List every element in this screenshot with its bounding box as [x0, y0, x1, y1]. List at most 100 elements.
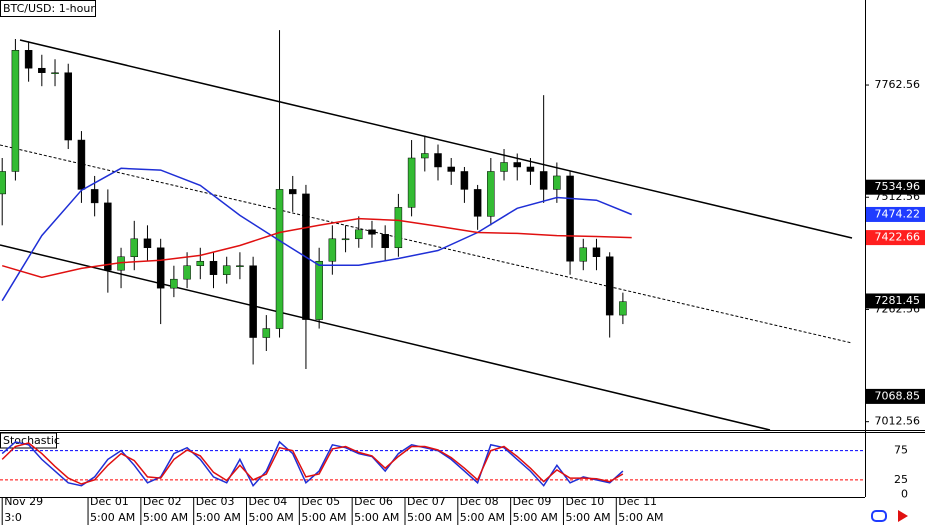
- x-tick-label: Dec 04: [249, 495, 288, 508]
- candle-body: [579, 247, 588, 262]
- x-sublabel: 5:00 AM: [565, 511, 610, 524]
- indicator-title: Stochastic: [3, 434, 60, 447]
- x-tick-label: Dec 07: [407, 495, 446, 508]
- x-tick-label: Dec 02: [143, 495, 182, 508]
- candle-body: [434, 153, 442, 168]
- candle-body: [355, 229, 363, 240]
- candle-body: [539, 171, 548, 190]
- price-tag-label: 7422.66: [875, 231, 921, 244]
- x-sublabel: 5:00 AM: [90, 511, 135, 524]
- candle-body: [236, 265, 244, 267]
- stoch-line: [1, 442, 624, 485]
- x-tick-label: Dec 09: [513, 495, 552, 508]
- x-tick-label: Dec 03: [196, 495, 235, 508]
- candle-body: [262, 328, 271, 338]
- indicator-label-box: [0, 432, 57, 449]
- stoch-tick-label: 75: [894, 444, 908, 457]
- price-tag: [866, 179, 925, 195]
- x-sublabel: 5:00 AM: [407, 511, 452, 524]
- candle-body: [11, 50, 20, 172]
- candle-body: [407, 157, 416, 208]
- x-tick-label: Dec 10: [565, 495, 604, 508]
- stoch-line: [1, 440, 624, 488]
- candle-body: [196, 260, 205, 266]
- candle-body: [64, 72, 72, 141]
- candle-body: [566, 175, 574, 262]
- channel-lower: [0, 244, 771, 431]
- x-tick-label: Dec 06: [354, 495, 393, 508]
- candle-body: [328, 238, 337, 262]
- candle-body: [460, 171, 469, 190]
- candle-body: [605, 256, 614, 316]
- candle-body: [447, 166, 455, 172]
- candle-body: [249, 265, 257, 338]
- x-sublabel: 5:00 AM: [354, 511, 399, 524]
- price-tag-label: 7474.22: [875, 207, 921, 220]
- y-tick-label: 7762.56: [875, 78, 921, 91]
- x-tick-label: Dec 11: [618, 495, 657, 508]
- x-tick-label: Dec 05: [301, 495, 340, 508]
- candle-body: [368, 229, 376, 235]
- stoch-tick-label: 0: [901, 488, 908, 501]
- chart-title: BTC/USD: 1-hour: [3, 2, 95, 15]
- price-tag: [866, 293, 925, 309]
- candle-body: [288, 189, 297, 195]
- candle-body: [394, 207, 403, 249]
- candle-body: [104, 202, 112, 271]
- candle-body: [90, 189, 99, 204]
- candle-body: [143, 238, 152, 249]
- candle-body: [553, 175, 561, 190]
- candle-body: [381, 234, 389, 249]
- x-sublabel: 3:0: [4, 511, 22, 524]
- candle-body: [222, 265, 231, 275]
- price-tag-label: 7068.85: [875, 389, 921, 402]
- candle-body: [315, 260, 323, 320]
- candle-body: [24, 50, 33, 69]
- toolbar-icons[interactable]: [871, 510, 908, 522]
- candle-body: [130, 238, 139, 257]
- price-tag: [866, 230, 925, 246]
- x-tick-label: Nov 29: [4, 495, 43, 508]
- stoch-tick-label: 25: [894, 473, 908, 486]
- link-icon[interactable]: [871, 510, 887, 522]
- title-box: [0, 0, 96, 17]
- candle-body: [619, 301, 627, 316]
- arrow-icon[interactable]: [898, 510, 908, 522]
- candle-body: [38, 67, 46, 73]
- moving-average: [1, 167, 632, 302]
- candle-body: [170, 278, 178, 289]
- price-tag: [866, 206, 925, 222]
- candle-body: [487, 171, 495, 217]
- channel-upper: [19, 39, 853, 239]
- moving-average: [1, 217, 632, 279]
- x-sublabel: 5:00 AM: [513, 511, 558, 524]
- x-tick-label: Dec 01: [90, 495, 129, 508]
- x-sublabel: 5:00 AM: [143, 511, 188, 524]
- channel-middle: [0, 144, 853, 344]
- x-tick-label: Dec 08: [460, 495, 499, 508]
- candle-body: [51, 72, 59, 74]
- candle-body: [592, 247, 601, 257]
- candle-body: [341, 238, 350, 241]
- candle-body: [513, 162, 521, 168]
- x-sublabel: 5:00 AM: [301, 511, 346, 524]
- candle-body: [156, 247, 165, 289]
- candle-body: [0, 171, 6, 195]
- candle-body: [275, 189, 284, 329]
- candle-body: [473, 189, 482, 217]
- candle-body: [183, 265, 191, 280]
- x-sublabel: 5:00 AM: [618, 511, 663, 524]
- x-sublabel: 5:00 AM: [249, 511, 294, 524]
- x-sublabel: 5:00 AM: [196, 511, 241, 524]
- candle-body: [500, 162, 508, 172]
- price-tag: [866, 388, 925, 404]
- candle-body: [421, 153, 429, 159]
- price-tag-label: 7534.96: [875, 180, 921, 193]
- y-tick-label: 7012.56: [875, 415, 921, 428]
- candle-body: [77, 139, 86, 190]
- price-tag-label: 7281.45: [875, 294, 921, 307]
- candle-body: [526, 166, 535, 172]
- candle-body: [209, 260, 218, 275]
